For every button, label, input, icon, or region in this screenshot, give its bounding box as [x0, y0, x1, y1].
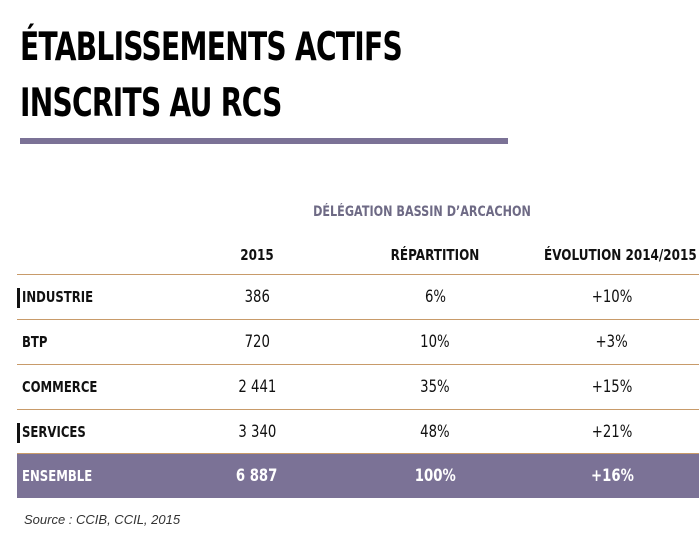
table-row: INDUSTRIE 386 6% +10% — [17, 274, 699, 319]
cell-repartition: 35% — [420, 377, 450, 397]
title-underline-bar — [20, 138, 508, 144]
column-headers: 2015 RÉPARTITION ÉVOLUTION 2014/2015 — [17, 238, 699, 274]
column-header-evolution: ÉVOLUTION 2014/2015 — [544, 246, 697, 264]
cell-repartition: 100% — [414, 466, 456, 486]
cell-evolution: +21% — [591, 421, 633, 442]
column-header-2015: 2015 — [240, 246, 274, 264]
row-label: ENSEMBLE — [22, 467, 93, 485]
table-row: COMMERCE 2 441 35% +15% — [17, 364, 699, 409]
cell-evolution: +3% — [595, 332, 629, 352]
cell-repartition: 6% — [424, 287, 446, 307]
group-header: DÉLÉGATION BASSIN D’ARCACHON — [313, 204, 531, 220]
cell-2015: 386 — [244, 287, 270, 307]
row-label: COMMERCE — [22, 378, 98, 396]
table-row-total: ENSEMBLE 6 887 100% +16% — [17, 454, 699, 498]
cell-2015: 3 340 — [238, 421, 276, 442]
cell-repartition: 48% — [420, 421, 450, 442]
row-label: BTP — [22, 333, 48, 351]
row-label: INDUSTRIE — [22, 288, 94, 306]
source-note: Source : CCIB, CCIL, 2015 — [24, 512, 181, 527]
cell-evolution: +15% — [591, 377, 633, 397]
table-body: INDUSTRIE 386 6% +10% BTP 720 10% +3% CO… — [17, 274, 699, 498]
table-row: SERVICES 3 340 48% +21% — [17, 409, 699, 454]
cell-evolution: +16% — [590, 466, 634, 486]
row-marker — [17, 423, 20, 443]
row-marker — [17, 288, 20, 308]
cell-repartition: 10% — [420, 332, 450, 352]
cell-2015: 6 887 — [236, 466, 278, 486]
page-title: ÉTABLISSEMENTS ACTIFS INSCRITS AU RCS — [20, 25, 403, 126]
column-header-repartition: RÉPARTITION — [390, 246, 480, 264]
row-label: SERVICES — [22, 422, 86, 441]
cell-evolution: +10% — [591, 287, 633, 307]
table-row: BTP 720 10% +3% — [17, 319, 699, 364]
cell-2015: 720 — [244, 332, 270, 352]
cell-2015: 2 441 — [238, 377, 276, 397]
